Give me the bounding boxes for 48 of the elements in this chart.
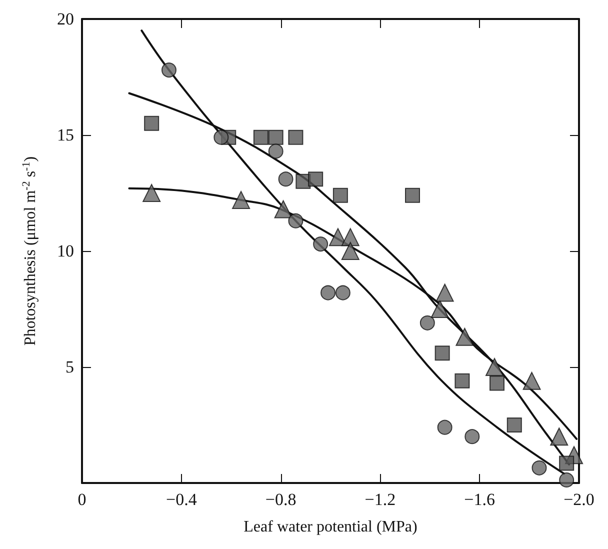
point: [214, 130, 229, 145]
x-tick-label: −0.4: [166, 490, 198, 509]
point: [489, 376, 504, 391]
point: [454, 373, 470, 388]
y-axis-title: Photosynthesis (μmol m-2 s-1): [20, 156, 39, 346]
point: [268, 144, 284, 159]
point: [288, 130, 304, 145]
point: [405, 188, 420, 203]
x-tick-label: −0.8: [265, 490, 296, 509]
point: [506, 418, 522, 432]
y-tick-label: 5: [66, 358, 74, 376]
point: [142, 184, 161, 202]
point: [320, 285, 336, 300]
point: [341, 228, 360, 246]
point: [341, 242, 360, 260]
x-tick-label: −1.2: [364, 490, 396, 509]
y-tick-label: 20: [57, 10, 74, 28]
point: [522, 372, 541, 390]
point: [232, 190, 250, 209]
point: [161, 62, 176, 78]
x-tick-label: 0: [78, 490, 86, 509]
point: [268, 130, 284, 145]
y-tick-label: 10: [57, 242, 74, 260]
point: [144, 116, 160, 131]
point: [559, 456, 574, 471]
point: [486, 358, 504, 376]
point: [420, 315, 435, 330]
point: [288, 213, 304, 228]
point: [559, 472, 574, 488]
x-axis-title: Leaf water potential (MPa): [244, 518, 418, 536]
x-tick-label: −2.0: [564, 490, 594, 509]
point: [313, 236, 328, 252]
point: [456, 328, 474, 346]
point: [335, 285, 350, 300]
point: [550, 428, 568, 446]
point: [532, 460, 547, 476]
point: [308, 172, 324, 187]
y-tick-label: 15: [57, 126, 74, 144]
point: [464, 429, 480, 444]
point: [437, 420, 452, 435]
point: [434, 346, 450, 361]
point: [274, 200, 292, 218]
x-tick-label: −1.6: [464, 490, 496, 509]
point: [253, 130, 268, 145]
point: [332, 188, 348, 203]
point: [278, 172, 294, 187]
point: [430, 300, 449, 318]
point: [436, 284, 454, 302]
